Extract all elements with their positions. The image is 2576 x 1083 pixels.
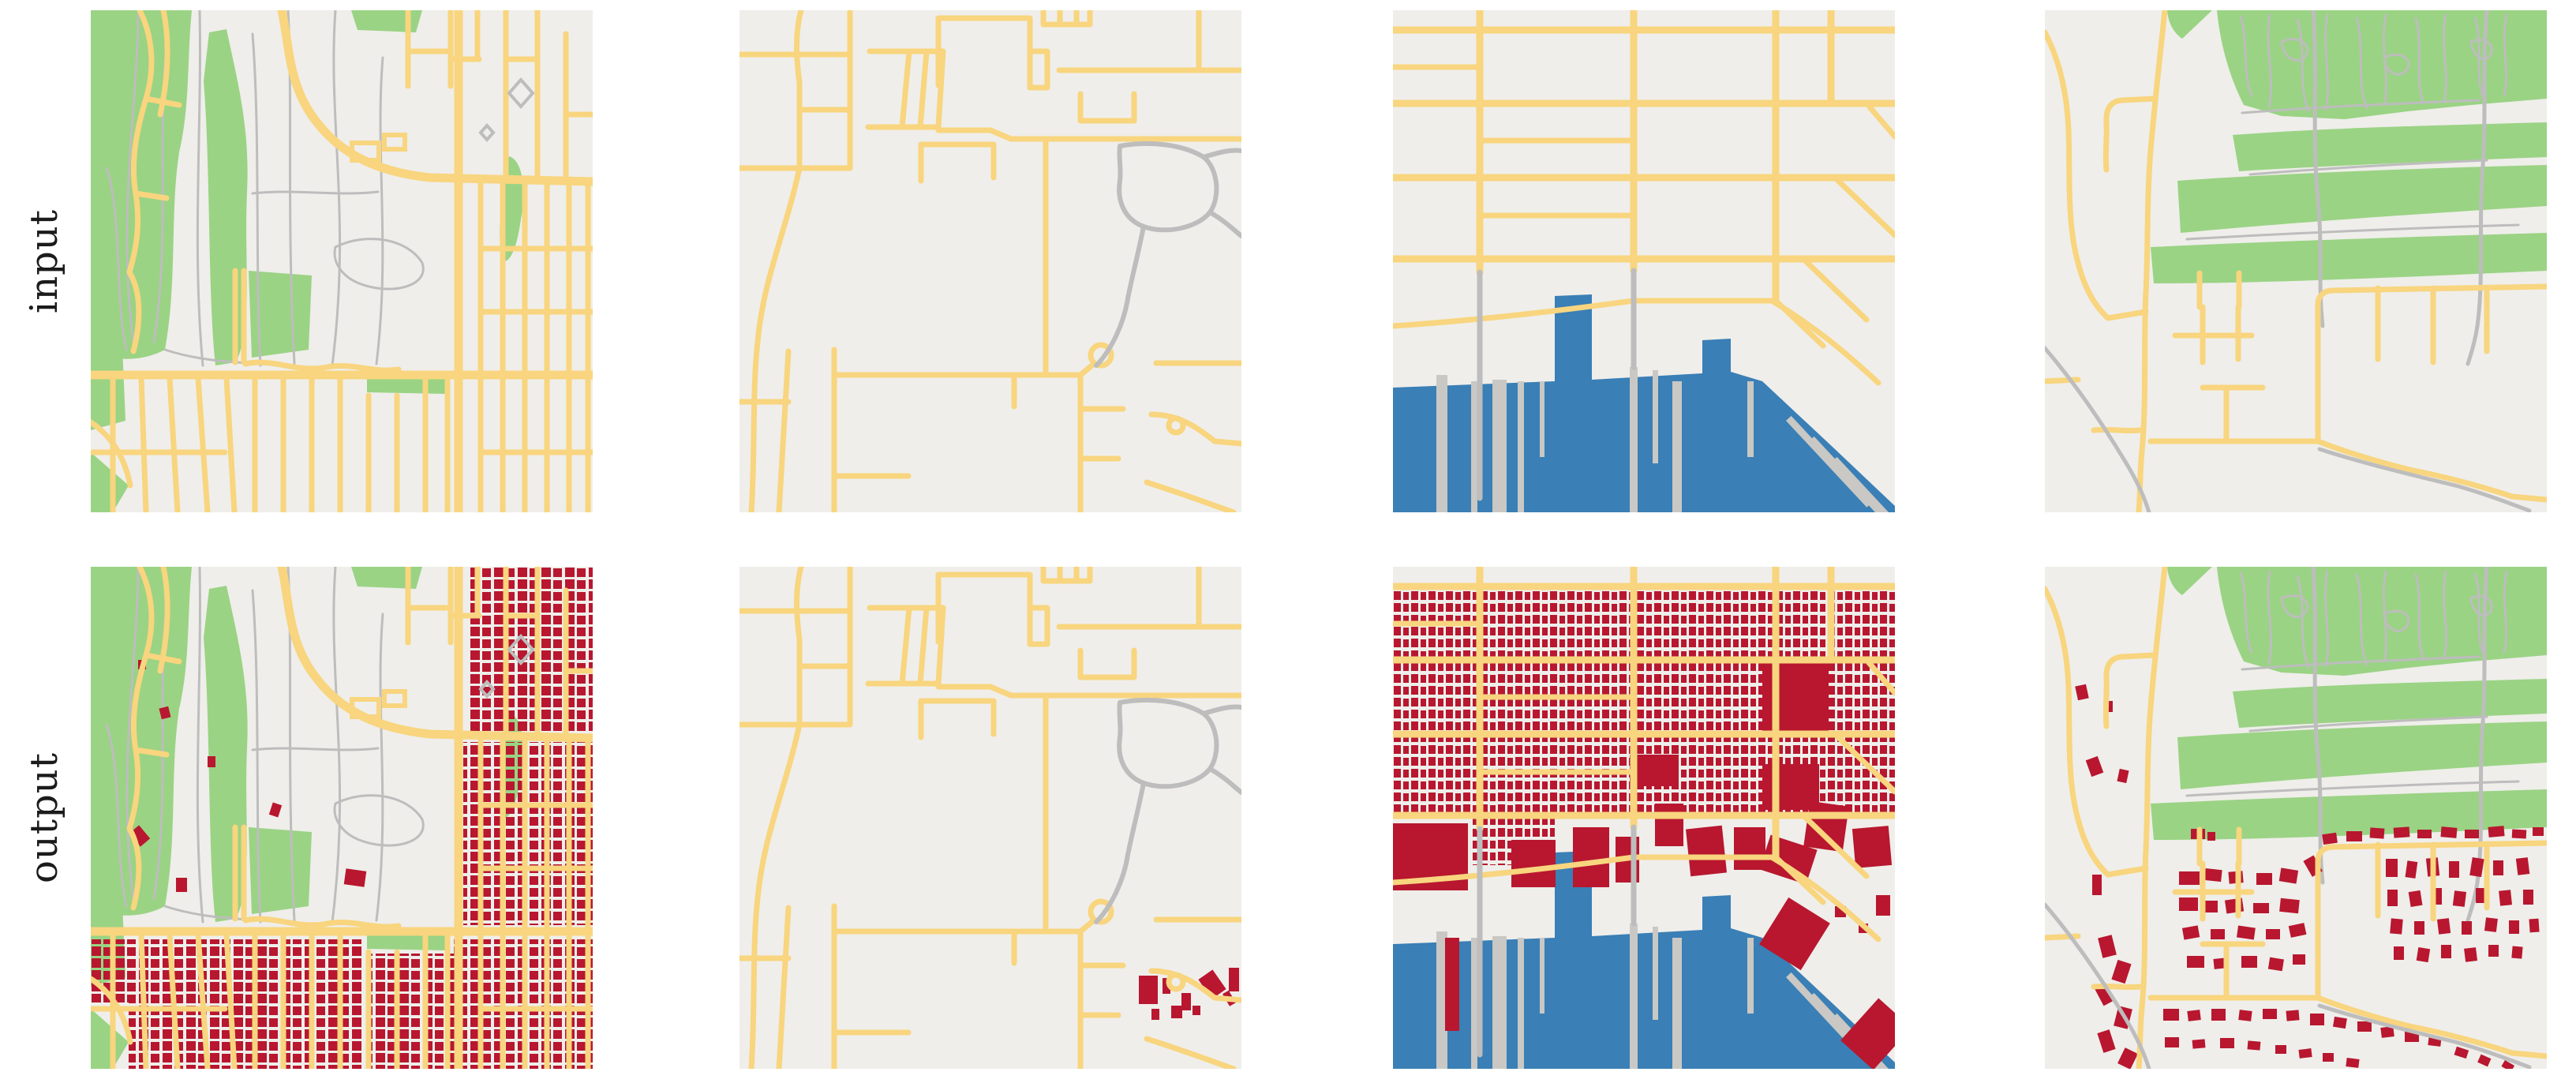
- map-tile-output-4: [2045, 567, 2547, 1069]
- map-tile-output-2: [739, 567, 1241, 1069]
- row-label-output-text: output: [22, 751, 66, 884]
- row-label-input: input: [0, 10, 88, 512]
- map-tile-input-2: [739, 10, 1241, 512]
- row-label-output: output: [0, 567, 88, 1069]
- row-label-input-text: input: [22, 208, 67, 314]
- map-tile-input-4: [2045, 10, 2547, 512]
- map-tile-input-3: [1393, 10, 1895, 512]
- map-tile-input-1: [91, 10, 593, 512]
- map-tile-output-3: [1393, 567, 1895, 1069]
- map-tile-output-1: [91, 567, 593, 1069]
